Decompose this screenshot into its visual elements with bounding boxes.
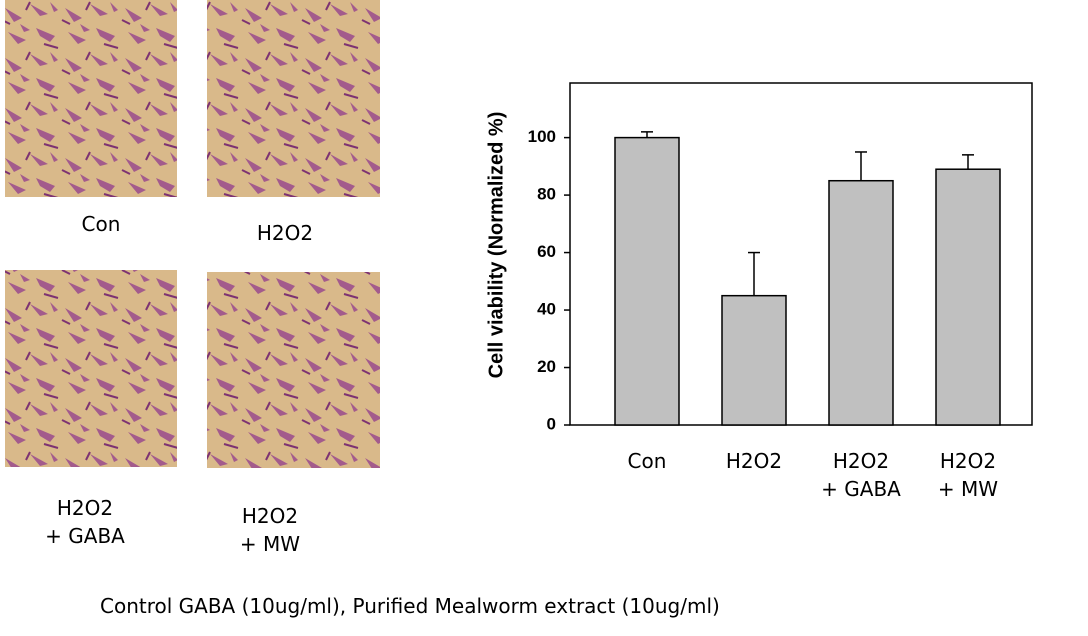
bar xyxy=(614,136,680,426)
micrograph xyxy=(5,0,177,197)
panel-label: H2O2 + GABA xyxy=(45,496,125,548)
y-tick-label: 60 xyxy=(537,242,556,261)
panel-label: H2O2 + MW xyxy=(239,504,301,556)
y-tick-label: 40 xyxy=(537,300,556,319)
bar xyxy=(721,294,787,426)
y-axis-label: Cell viability (Normalized %) xyxy=(485,112,507,379)
y-tick-label: 80 xyxy=(537,185,556,204)
x-tick-label: H2O2 xyxy=(725,449,783,473)
y-tick-label: 100 xyxy=(528,127,556,146)
x-tick-label: Con xyxy=(627,449,667,473)
panel-label: Con xyxy=(81,212,121,236)
x-tick-label: H2O2 + GABA xyxy=(821,449,901,501)
micrograph xyxy=(207,272,380,468)
y-tick-label: 20 xyxy=(537,357,556,376)
micrograph xyxy=(5,270,177,467)
micrograph xyxy=(207,0,380,197)
panel-label: H2O2 xyxy=(256,221,314,245)
bar xyxy=(935,168,1001,426)
x-tick-label: H2O2 + MW xyxy=(937,449,999,501)
plot-frame xyxy=(569,82,1033,426)
bar xyxy=(828,179,894,426)
caption: Control GABA (10ug/ml), Purified Mealwor… xyxy=(100,594,720,618)
y-tick-label: 0 xyxy=(547,414,556,433)
